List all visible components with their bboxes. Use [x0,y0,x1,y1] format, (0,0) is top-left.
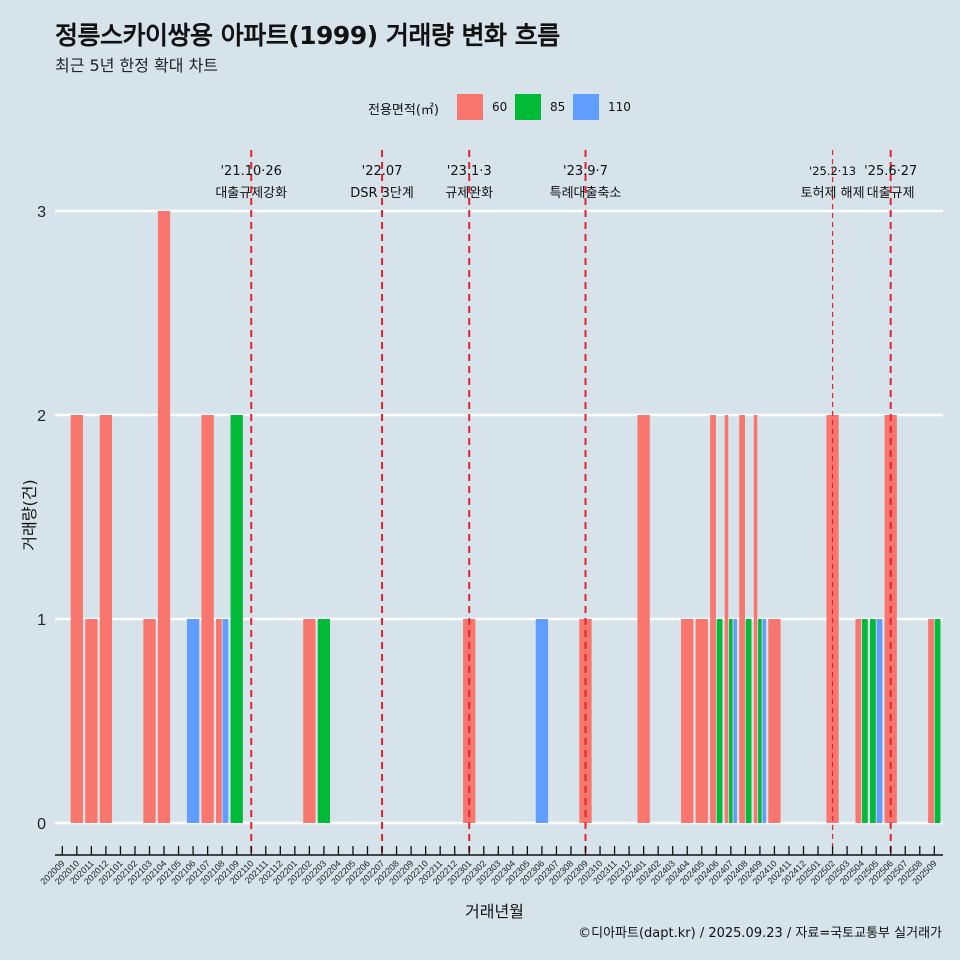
bar-110-202306 [535,619,549,823]
event-name-label: DSR 3단계 [350,186,414,201]
bar-60-202107 [201,415,214,823]
legend-title: 전용면적(㎡) [368,103,439,118]
chart-title: 정릉스카이쌍용 아파트(1999) 거래량 변화 흐름 [55,21,560,50]
legend-swatch-110 [573,94,599,120]
bar-60-202011 [85,619,98,823]
legend-label-60: 60 [492,100,508,114]
bar-60-202410 [768,619,781,823]
caption: ©디아파트(dapt.kr) / 2025.09.23 / 자료=국토교통부 실… [578,926,942,941]
chart-subtitle: 최근 5년 한정 확대 차트 [55,56,219,75]
bar-85-202504 [862,619,868,823]
bar-60-202202 [303,619,316,823]
bar-60-202401 [637,415,650,823]
event-date-label: '23.1·3 [447,164,492,179]
bar-85-202203 [317,619,331,823]
legend: 전용면적(㎡) 60 85 110 [0,94,960,122]
bar-60-202405 [695,619,708,823]
event-date-label: '23.9·7 [563,164,608,179]
legend-swatch-85 [515,94,541,120]
legend-label-85: 85 [550,100,566,114]
event-name-label: 규제완화 [445,186,493,201]
bars [70,211,941,823]
bar-85-202408 [745,619,752,823]
bar-60-202404 [681,619,694,823]
bar-60-202408 [739,415,745,823]
legend-swatch-60 [457,94,483,120]
bar-60-202407 [724,415,729,823]
bar-110-202108 [222,619,229,823]
y-tick-label: 1 [37,612,46,629]
bar-85-202407 [729,619,733,823]
bar-60-202406 [710,415,716,823]
bar-110-202505 [876,619,883,823]
y-axis-title: 거래량(건) [20,479,39,551]
bar-60-202103 [143,619,156,823]
event-name-label: 대출규제강화 [215,186,287,201]
event-date-label: '21.10·26 [220,164,281,179]
bar-110-202106 [186,619,200,823]
bar-60-202104 [157,211,171,823]
bar-110-202409 [762,619,767,823]
bar-60-202504 [855,619,862,823]
y-tick-label: 3 [37,204,46,221]
bar-110-202407 [733,619,737,823]
bar-85-202505 [870,619,876,823]
bar-85-202406 [716,619,723,823]
y-axis-labels: 0 1 2 3 [37,204,46,833]
y-tick-label: 2 [37,408,46,425]
x-axis-title: 거래년월 [465,902,524,921]
x-axis: 2020092020102020112020122021012021022021… [38,846,943,887]
event-name-label: 토허제 해제 [801,186,865,201]
event-date-label: '22.07 [362,164,403,179]
bar-85-202509 [934,619,941,823]
event-name-label: 대출규제 [867,186,915,201]
event-date-label: '25.2·13 [809,164,856,178]
event-name-label: 특례대출축소 [550,186,622,201]
bar-85-202109 [230,415,243,823]
bar-60-202012 [99,415,113,823]
y-tick-label: 0 [37,816,46,833]
event-lines: '21.10·26 대출규제강화 '22.07 DSR 3단계 '23.1·3 규제완화 '… [215,150,917,852]
event-date-label: '25.6·27 [864,164,917,179]
bar-60-202409 [753,415,758,823]
legend-label-110: 110 [608,100,631,114]
bar-60-202509 [928,619,934,823]
bar-60-202108 [216,619,222,823]
bar-85-202409 [758,619,762,823]
bar-60-202010 [70,415,83,823]
